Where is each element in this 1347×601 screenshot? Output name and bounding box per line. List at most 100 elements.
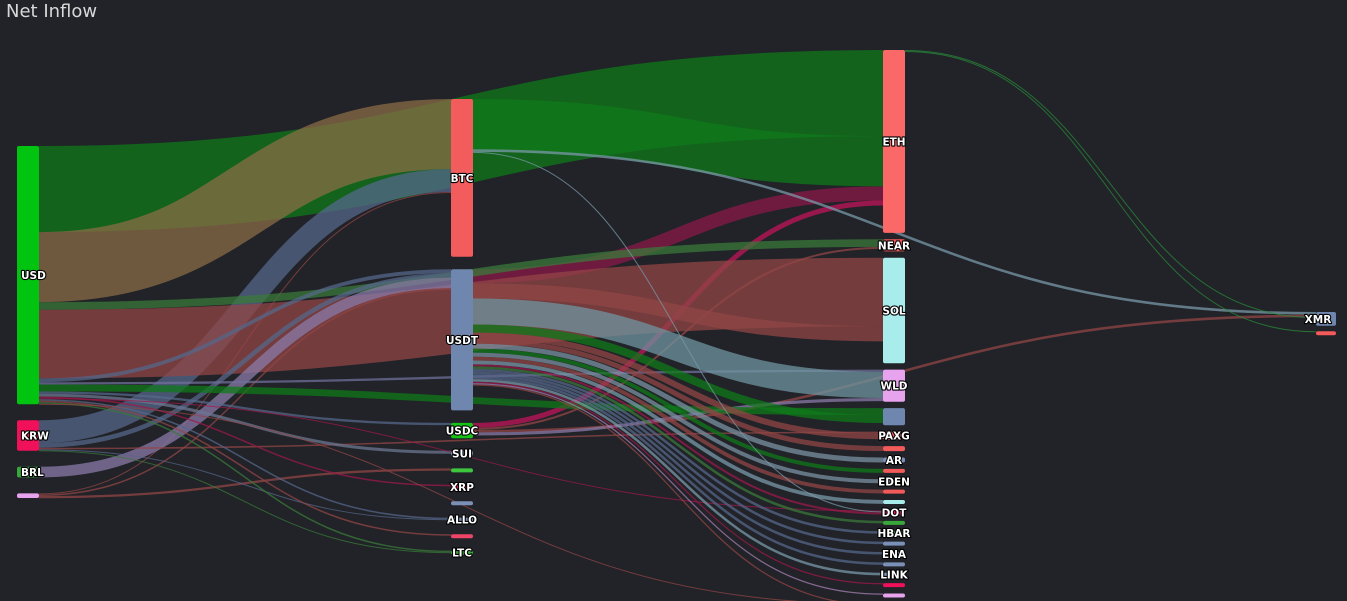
node-label-wld: WLD (881, 381, 908, 393)
node-krw[interactable] (17, 420, 39, 451)
node-xrp[interactable] (451, 484, 473, 489)
link-usdt-to-dot[interactable] (472, 364, 884, 515)
link-usdt-to-eden[interactable] (472, 352, 884, 484)
node-label-usdc: USDC (446, 426, 479, 438)
link-usdt-to-wld[interactable] (472, 298, 884, 399)
link-usdt-to-ar[interactable] (472, 343, 884, 463)
link-usd-to-m_r[interactable] (38, 400, 452, 536)
chart-title: Net Inflow (6, 1, 98, 22)
link-eth-to-xmr[interactable] (904, 50, 1317, 319)
link-usd-to-ltc[interactable] (38, 402, 452, 553)
node-label-ar: AR (886, 455, 902, 467)
sankey-labels: USD KRW BRL BTC USDT USDC SUI XRP ALLO LTC ETH NEAR… (20, 135, 1333, 582)
node-label-ltc: LTC (452, 548, 472, 560)
link-usd-to-sui[interactable] (38, 393, 452, 454)
node-wld[interactable] (883, 369, 905, 402)
node-usdc[interactable] (451, 422, 473, 439)
node-t_b2[interactable] (883, 541, 905, 546)
node-label-paxg: PAXG (878, 431, 910, 443)
node-label-sol: SOL (882, 305, 905, 317)
link-usdt-to-t_x[interactable] (472, 384, 883, 601)
sankey-links (38, 50, 1317, 601)
link-btc-to-eth[interactable] (472, 99, 884, 187)
node-label-dot: DOT (882, 507, 908, 519)
node-btc[interactable] (451, 99, 473, 257)
node-label-allo: ALLO (447, 515, 477, 527)
node-label-xrp: XRP (450, 482, 474, 494)
node-label-link: LINK (880, 570, 908, 582)
node-dot[interactable] (883, 510, 905, 515)
link-usdt-to-ena[interactable] (472, 374, 884, 555)
link-usdt-to-hbar[interactable] (472, 368, 884, 534)
node-t_m[interactable] (883, 583, 905, 588)
node-ltc[interactable] (451, 550, 473, 555)
node-label-hbar: HBAR (877, 528, 910, 540)
node-t_p[interactable] (883, 593, 905, 598)
node-xmr[interactable] (1316, 312, 1336, 326)
node-eth[interactable] (883, 50, 905, 233)
node-ena[interactable] (883, 551, 905, 556)
node-t_r3[interactable] (883, 489, 905, 494)
link-usdt-to-sol[interactable] (472, 283, 884, 342)
link-usdt-to-t_r2[interactable] (472, 348, 884, 473)
node-label-brl: BRL (21, 467, 44, 479)
node-usd[interactable] (17, 146, 39, 405)
node-t_r1[interactable] (883, 446, 905, 452)
link-usdt-to-eth[interactable] (472, 186, 884, 284)
node-near[interactable] (883, 239, 905, 252)
link-usd-to-usdt[interactable] (38, 269, 452, 383)
link-usdt-to-t_r1[interactable] (472, 338, 884, 452)
node-label-near: NEAR (878, 240, 910, 252)
node-label-btc: BTC (451, 173, 474, 185)
node-label-xmr: XMR (1305, 314, 1332, 326)
link-usdt-to-t_b2[interactable] (472, 371, 884, 545)
link-eth-to-x_r[interactable] (904, 51, 1317, 333)
link-krw-to-allo[interactable] (38, 449, 452, 521)
link-usdt-to-t_g[interactable] (472, 366, 884, 524)
link-usd-to-xrp[interactable] (38, 396, 452, 487)
link-krw-to-paxg[interactable] (38, 431, 884, 450)
node-link[interactable] (883, 572, 905, 577)
node-allo[interactable] (451, 517, 473, 522)
link-usdt-to-t_p[interactable] (472, 383, 884, 595)
link-usdt-to-link[interactable] (472, 379, 884, 576)
link-usdt-to-t_m[interactable] (472, 381, 884, 585)
node-t_b3[interactable] (883, 562, 905, 567)
node-t_b[interactable] (883, 408, 905, 426)
link-usdt-to-paxg[interactable] (472, 332, 884, 440)
node-sol[interactable] (883, 257, 905, 364)
link-usdt-to-t_b3[interactable] (472, 376, 884, 565)
sankey-nodes (17, 50, 1336, 598)
node-eden[interactable] (883, 479, 905, 484)
link-usd-to-usdc[interactable] (38, 391, 452, 426)
node-src4[interactable] (17, 493, 39, 498)
node-hbar[interactable] (883, 531, 905, 536)
link-krw-to-usdt[interactable] (38, 273, 452, 448)
node-label-usd: USD (21, 270, 46, 282)
link-usdt-to-t_b[interactable] (472, 324, 884, 424)
link-usd-to-btc[interactable] (38, 99, 452, 303)
node-sui[interactable] (451, 450, 473, 456)
link-btc-to-dot[interactable] (472, 151, 884, 513)
node-t_r2[interactable] (883, 468, 905, 473)
node-t_g[interactable] (883, 520, 905, 525)
node-label-ena: ENA (882, 549, 907, 561)
node-m_g[interactable] (451, 468, 473, 473)
node-paxg[interactable] (883, 431, 905, 440)
node-x_r[interactable] (1316, 331, 1336, 336)
node-label-usdt: USDT (446, 335, 479, 347)
node-brl[interactable] (17, 466, 39, 478)
node-m_r[interactable] (451, 534, 473, 539)
link-src4-to-m_g[interactable] (38, 468, 452, 499)
node-ar[interactable] (883, 457, 905, 463)
node-label-sui: SUI (452, 448, 472, 460)
node-t_c[interactable] (883, 500, 905, 505)
node-m_b[interactable] (451, 501, 473, 506)
link-usdt-to-t_r3[interactable] (472, 356, 884, 494)
node-usdt[interactable] (451, 269, 473, 411)
link-krw-to-ltc[interactable] (38, 450, 452, 554)
node-label-eth: ETH (882, 136, 905, 148)
link-usdt-to-t_c[interactable] (472, 360, 884, 504)
link-brl-to-usdt[interactable] (38, 277, 452, 478)
